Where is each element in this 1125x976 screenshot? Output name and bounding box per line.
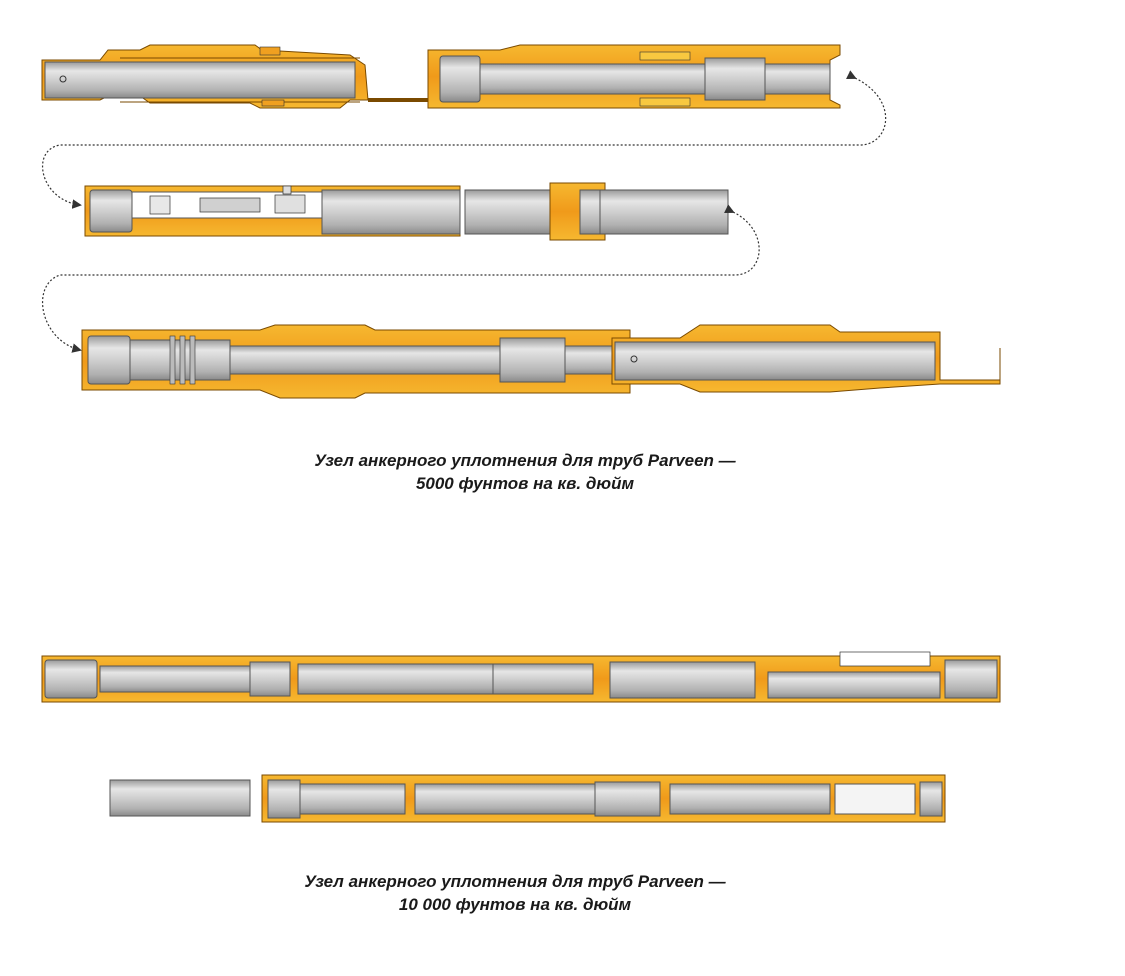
flow-arrow-1 xyxy=(42,70,887,209)
tool-5000-row2-left xyxy=(84,185,461,237)
tool-5000-row1-left xyxy=(41,44,430,109)
tool-10000-row1 xyxy=(41,651,1001,703)
caption-5000-psi: Узел анкерного уплотнения для труб Parve… xyxy=(200,449,850,495)
caption-5000-line1: Узел анкерного уплотнения для труб Parve… xyxy=(314,451,736,470)
caption-5000-line2: 5000 фунтов на кв. дюйм xyxy=(415,474,635,493)
tool-10000-row2 xyxy=(109,774,946,823)
caption-10000-line2: 10 000 фунтов на кв. дюйм xyxy=(398,895,632,914)
tool-5000-row2-right xyxy=(464,182,729,241)
tool-5000-row1-right xyxy=(427,44,841,109)
tool-5000-row3-left xyxy=(81,324,631,399)
caption-10000-line1: Узел анкерного уплотнения для труб Parve… xyxy=(304,872,726,891)
tool-5000-row3-right xyxy=(611,324,1001,393)
caption-10000-psi: Узел анкерного уплотнения для труб Parve… xyxy=(190,870,840,916)
